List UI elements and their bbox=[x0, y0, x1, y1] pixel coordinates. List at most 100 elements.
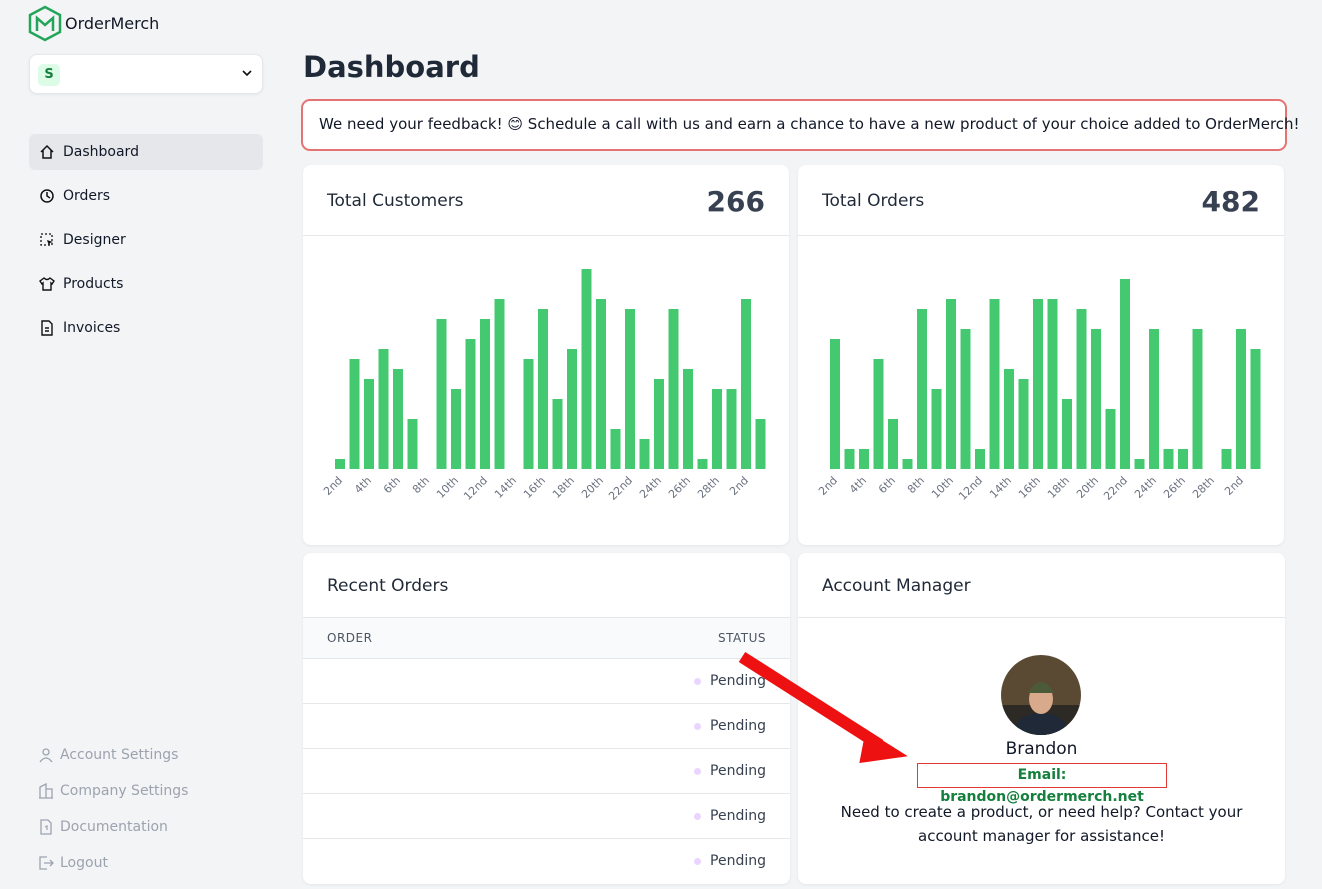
x-tick-label: 22nd bbox=[606, 474, 635, 503]
bar bbox=[755, 419, 766, 469]
status: Pending bbox=[710, 763, 766, 779]
bar bbox=[931, 389, 942, 469]
bar bbox=[917, 309, 927, 469]
table-row[interactable]: Pending bbox=[303, 838, 790, 883]
bar bbox=[378, 349, 389, 469]
x-tick-label: 16th bbox=[521, 474, 548, 501]
bar bbox=[741, 299, 751, 469]
icon bbox=[39, 748, 53, 763]
footer-nav-label: Documentation bbox=[60, 819, 168, 835]
bar bbox=[902, 459, 913, 469]
feedback-banner[interactable]: We need your feedback! 😊 Schedule a call… bbox=[301, 99, 1300, 151]
bar bbox=[1091, 329, 1101, 469]
bar bbox=[451, 389, 461, 469]
bar bbox=[873, 359, 884, 469]
x-tick-label: 4th bbox=[352, 474, 374, 496]
card-total: 482 bbox=[1201, 185, 1260, 218]
x-tick-label: 28th bbox=[695, 474, 722, 501]
page-title: Dashboard bbox=[303, 50, 480, 84]
bar bbox=[1236, 329, 1246, 469]
x-tick-label: 20th bbox=[579, 474, 606, 501]
status-dot bbox=[694, 677, 702, 685]
nav-label: Dashboard bbox=[63, 144, 139, 160]
footer-nav-item[interactable]: Company Settings bbox=[38, 783, 188, 799]
nav-item[interactable]: Invoices bbox=[29, 310, 263, 346]
bar bbox=[989, 299, 1000, 469]
bar bbox=[654, 379, 664, 469]
bar bbox=[523, 359, 534, 469]
x-tick-label: 2nd bbox=[727, 474, 751, 498]
bar bbox=[1105, 409, 1116, 469]
x-tick-label: 18th bbox=[1045, 474, 1072, 501]
footer-nav-label: Company Settings bbox=[60, 783, 189, 799]
bar bbox=[712, 389, 722, 469]
x-tick-label: 18th bbox=[550, 474, 577, 501]
bar bbox=[1062, 399, 1072, 469]
status: Pending bbox=[710, 853, 766, 869]
icon bbox=[39, 856, 54, 870]
table-row[interactable]: Pending bbox=[303, 703, 790, 748]
card-title: Total Orders bbox=[822, 191, 925, 211]
bar bbox=[975, 449, 985, 469]
x-tick-label: 24th bbox=[637, 474, 664, 501]
footer-nav-item[interactable]: Documentation bbox=[38, 819, 168, 835]
icon bbox=[41, 320, 53, 336]
table-row[interactable]: Pending bbox=[303, 658, 790, 703]
footer-nav-label: Logout bbox=[60, 855, 108, 871]
icon bbox=[40, 189, 54, 203]
x-tick-label: 26th bbox=[1161, 474, 1188, 501]
bar bbox=[1178, 449, 1188, 469]
nav-item[interactable]: Designer bbox=[29, 222, 263, 258]
status: Pending bbox=[710, 808, 766, 824]
workspace-select[interactable]: S bbox=[29, 54, 263, 94]
bar bbox=[726, 389, 737, 469]
divider bbox=[303, 235, 789, 236]
manager-email[interactable]: Email: brandon@ordermerch.net bbox=[917, 763, 1167, 805]
bar bbox=[465, 339, 476, 469]
nav-item[interactable]: Dashboard bbox=[29, 134, 263, 170]
bar bbox=[859, 449, 869, 469]
bar bbox=[1134, 459, 1145, 469]
divider bbox=[798, 235, 1284, 236]
x-tick-label: 24th bbox=[1132, 474, 1159, 501]
status: Pending bbox=[710, 718, 766, 734]
bar bbox=[552, 399, 563, 469]
status-dot bbox=[694, 767, 702, 775]
status: Pending bbox=[710, 673, 766, 689]
icon bbox=[40, 144, 54, 159]
footer-nav-item[interactable]: Logout bbox=[38, 855, 108, 871]
bar bbox=[567, 349, 577, 469]
nav-item[interactable]: Products bbox=[29, 266, 263, 302]
x-tick-label: 12nd bbox=[461, 474, 490, 503]
avatar bbox=[1001, 655, 1081, 735]
x-tick-label: 8th bbox=[905, 474, 927, 496]
x-tick-label: 4th bbox=[847, 474, 869, 496]
bar bbox=[610, 429, 621, 469]
brand: OrderMerch bbox=[65, 14, 160, 33]
bar bbox=[581, 269, 592, 469]
bar bbox=[639, 439, 650, 469]
table-header: ORDER STATUS bbox=[303, 617, 790, 658]
bar-chart: 2nd 4th 6th 8th 10th 12nd 14th 16th 18th 20th 22nd… bbox=[816, 279, 1261, 503]
bar bbox=[946, 299, 956, 469]
bar bbox=[830, 339, 840, 469]
x-tick-label: 8th bbox=[410, 474, 432, 496]
chart-card: Total Customers 266 2nd 4th 6th 8th 10th 12nd… bbox=[303, 165, 789, 545]
table-row[interactable]: Pending bbox=[303, 748, 790, 793]
x-tick-label: 2nd bbox=[1222, 474, 1246, 498]
bar bbox=[480, 319, 490, 469]
manager-name: Brandon bbox=[1005, 739, 1078, 759]
nav-label: Invoices bbox=[63, 320, 121, 336]
x-tick-label: 26th bbox=[666, 474, 693, 501]
nav-item[interactable]: Orders bbox=[29, 178, 263, 214]
bar bbox=[596, 299, 606, 469]
footer-nav-item[interactable]: Account Settings bbox=[38, 747, 178, 763]
bar bbox=[1192, 329, 1203, 469]
bar bbox=[1076, 309, 1087, 469]
card-title: Recent Orders bbox=[327, 576, 449, 596]
x-tick-label: 2nd bbox=[321, 474, 345, 498]
table-row[interactable]: Pending bbox=[303, 793, 790, 838]
bar bbox=[683, 369, 693, 469]
x-tick-label: 28th bbox=[1190, 474, 1217, 501]
x-tick-label: 10th bbox=[434, 474, 461, 501]
